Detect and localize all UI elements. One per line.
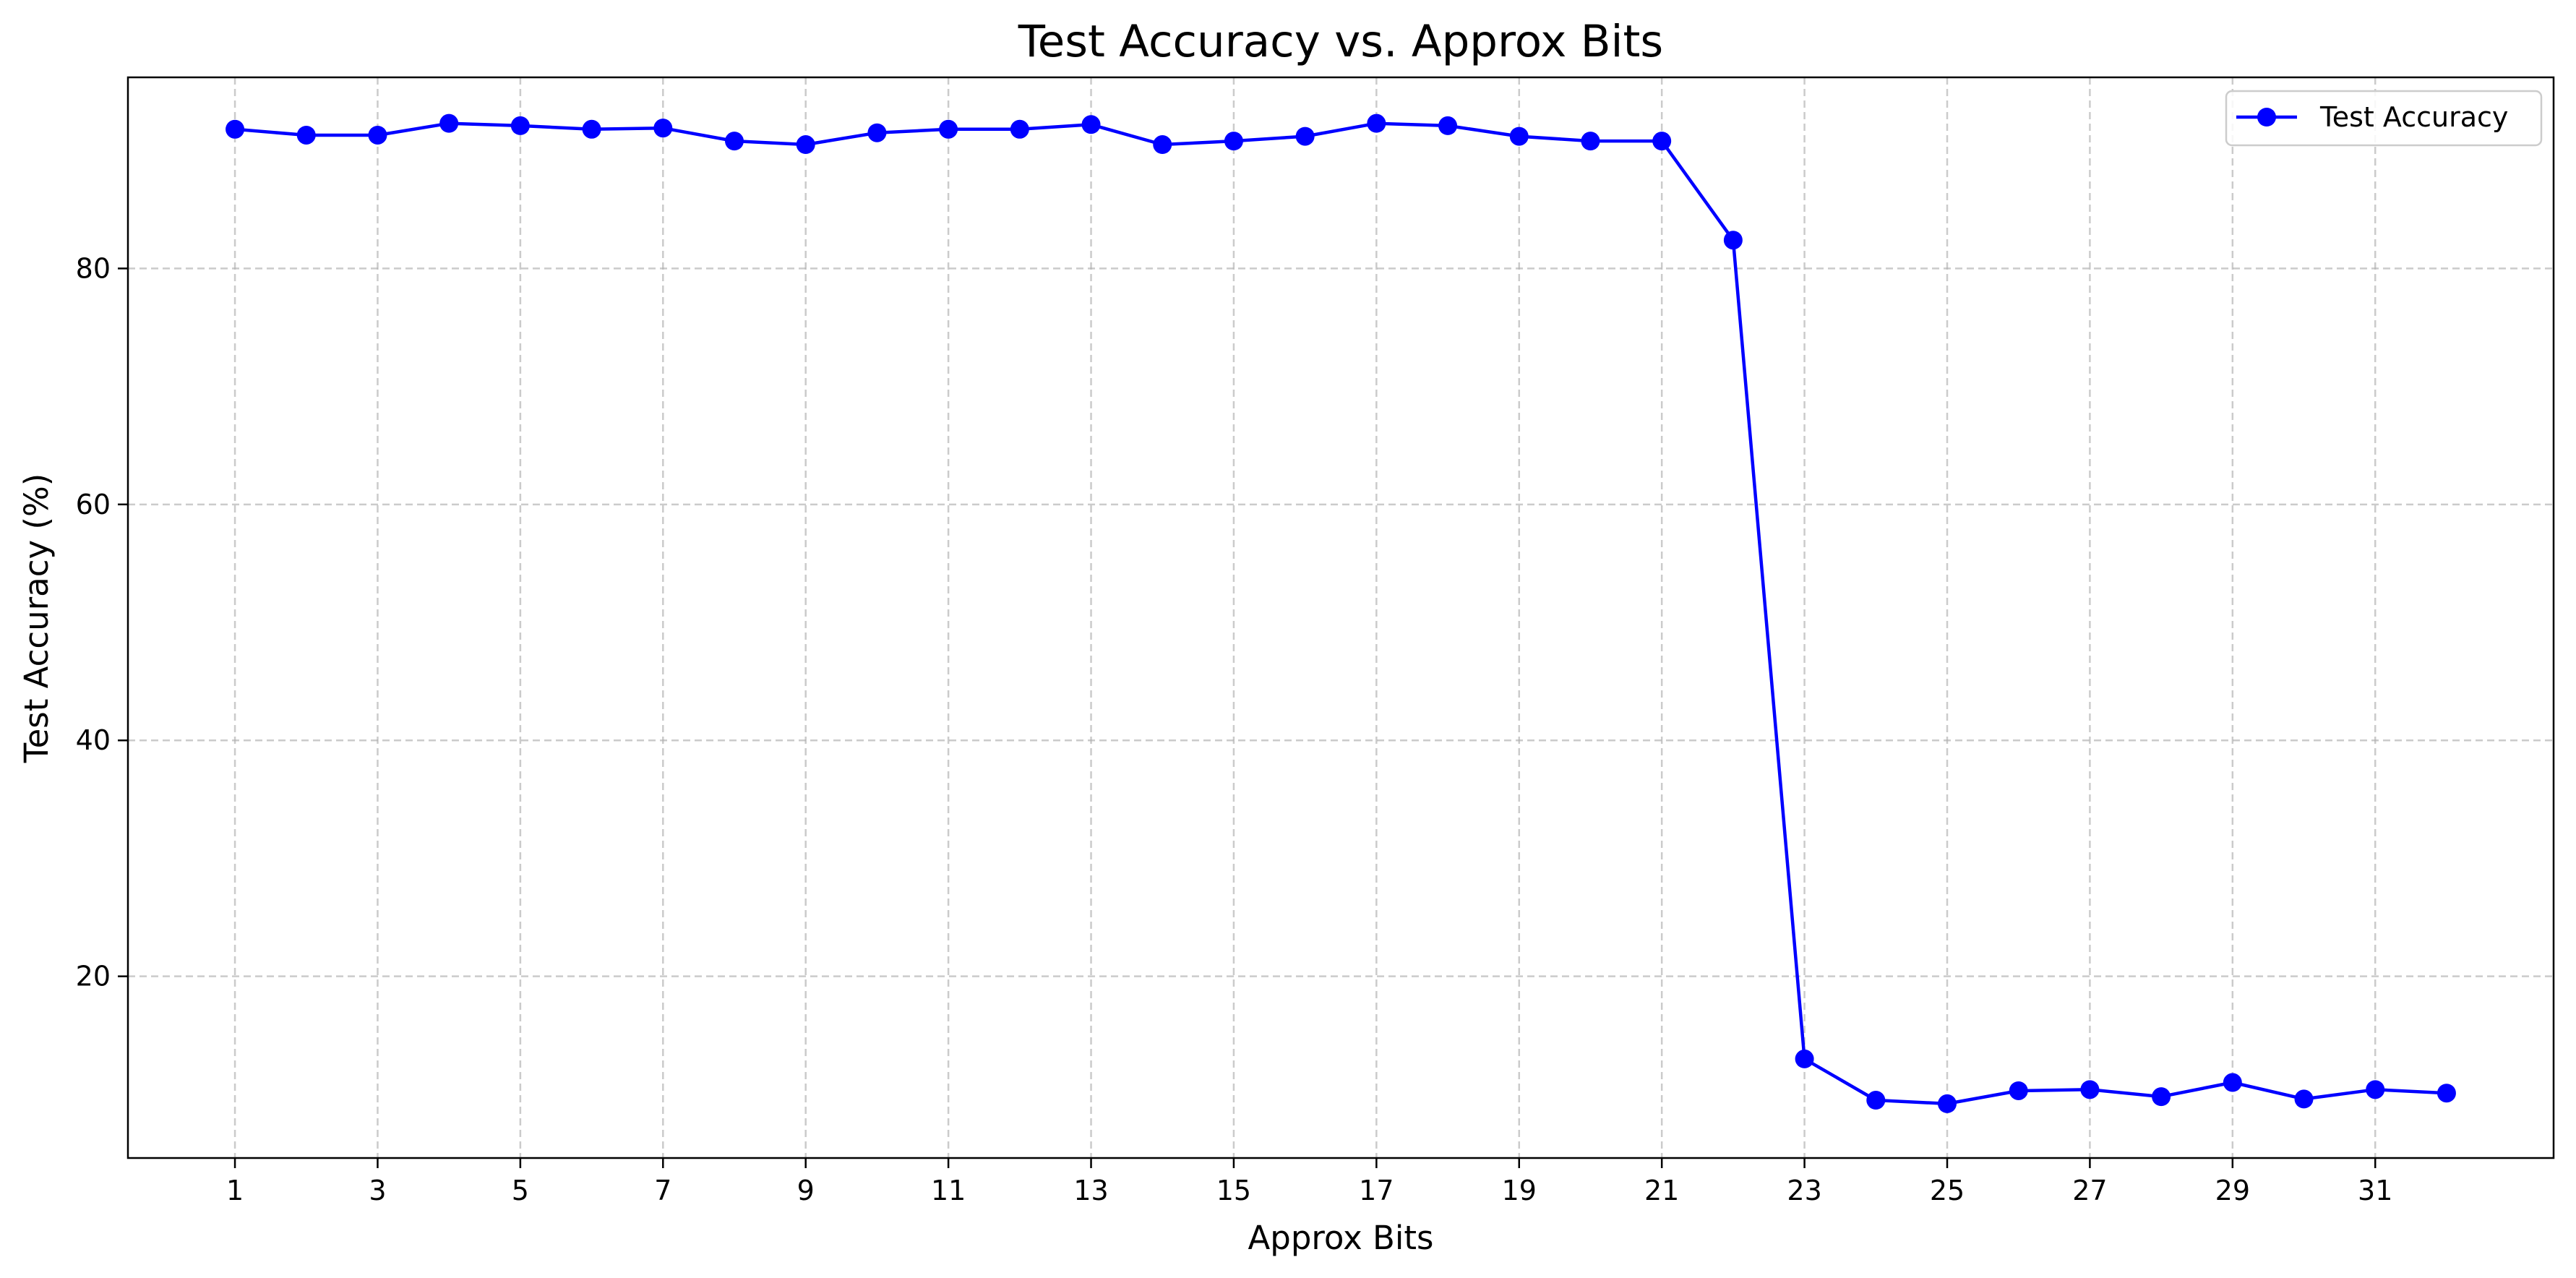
x-tick-label: 19	[1502, 1175, 1537, 1206]
legend-label: Test Accuracy	[2319, 101, 2508, 133]
y-tick-label: 40	[76, 724, 111, 756]
x-tick-label: 1	[226, 1175, 244, 1206]
data-point	[725, 132, 744, 151]
data-point	[867, 123, 887, 142]
legend-box	[2225, 90, 2543, 147]
x-tick-label: 29	[2215, 1175, 2250, 1206]
legend-marker-icon	[2257, 108, 2276, 126]
y-tick-label: 20	[76, 961, 111, 992]
x-axis-label: Approx Bits	[1248, 1219, 1434, 1257]
data-point	[1438, 116, 1458, 135]
legend: Test Accuracy	[2225, 90, 2543, 147]
chart-title: Test Accuracy vs. Approx Bits	[1018, 16, 1663, 67]
data-point	[1795, 1049, 1814, 1068]
data-point	[439, 113, 459, 133]
data-point	[1866, 1091, 1886, 1110]
x-tick-label: 7	[654, 1175, 671, 1206]
plot-frame	[126, 76, 2555, 1159]
data-point	[2294, 1089, 2314, 1109]
data-point	[1224, 132, 1243, 151]
data-point	[796, 135, 815, 155]
y-axis-label: Test Accuracy (%)	[17, 473, 56, 764]
x-tick-label: 31	[2358, 1175, 2392, 1206]
x-tick-label: 3	[369, 1175, 386, 1206]
data-point	[1295, 126, 1315, 146]
data-point	[1153, 135, 1172, 155]
data-point	[510, 116, 530, 135]
x-tick-label: 27	[2072, 1175, 2107, 1206]
data-point	[1723, 231, 1743, 250]
data-point	[2152, 1087, 2171, 1107]
x-tick-label: 17	[1359, 1175, 1394, 1206]
data-point	[2009, 1081, 2028, 1100]
data-point	[2437, 1084, 2456, 1103]
data-point	[296, 125, 316, 145]
x-tick-label: 13	[1073, 1175, 1108, 1206]
data-point	[2080, 1080, 2100, 1099]
x-tick-label: 11	[931, 1175, 966, 1206]
y-tick-label: 60	[76, 489, 111, 520]
data-point	[1010, 119, 1029, 139]
grid	[128, 77, 2554, 1158]
x-tick-label: 5	[512, 1175, 529, 1206]
data-point	[1081, 115, 1101, 134]
data-point	[653, 119, 673, 138]
data-point	[1509, 126, 1529, 146]
data-point	[1938, 1094, 1957, 1113]
series-layer	[226, 113, 2456, 1113]
data-point	[582, 119, 601, 139]
data-point	[1367, 113, 1386, 133]
x-tick-label: 25	[1930, 1175, 1965, 1206]
data-point	[939, 119, 958, 139]
data-point	[2366, 1080, 2385, 1099]
data-point	[226, 119, 245, 139]
x-tick-label: 23	[1787, 1175, 1821, 1206]
x-tick-label: 21	[1644, 1175, 1679, 1206]
data-point	[1581, 132, 1600, 151]
x-tick-label: 15	[1216, 1175, 1251, 1206]
y-tick-label: 80	[76, 252, 111, 284]
data-point	[368, 125, 387, 145]
x-tick-label: 9	[797, 1175, 815, 1206]
data-point	[1652, 132, 1672, 151]
data-point	[2223, 1073, 2242, 1092]
series-line	[234, 121, 2447, 1106]
